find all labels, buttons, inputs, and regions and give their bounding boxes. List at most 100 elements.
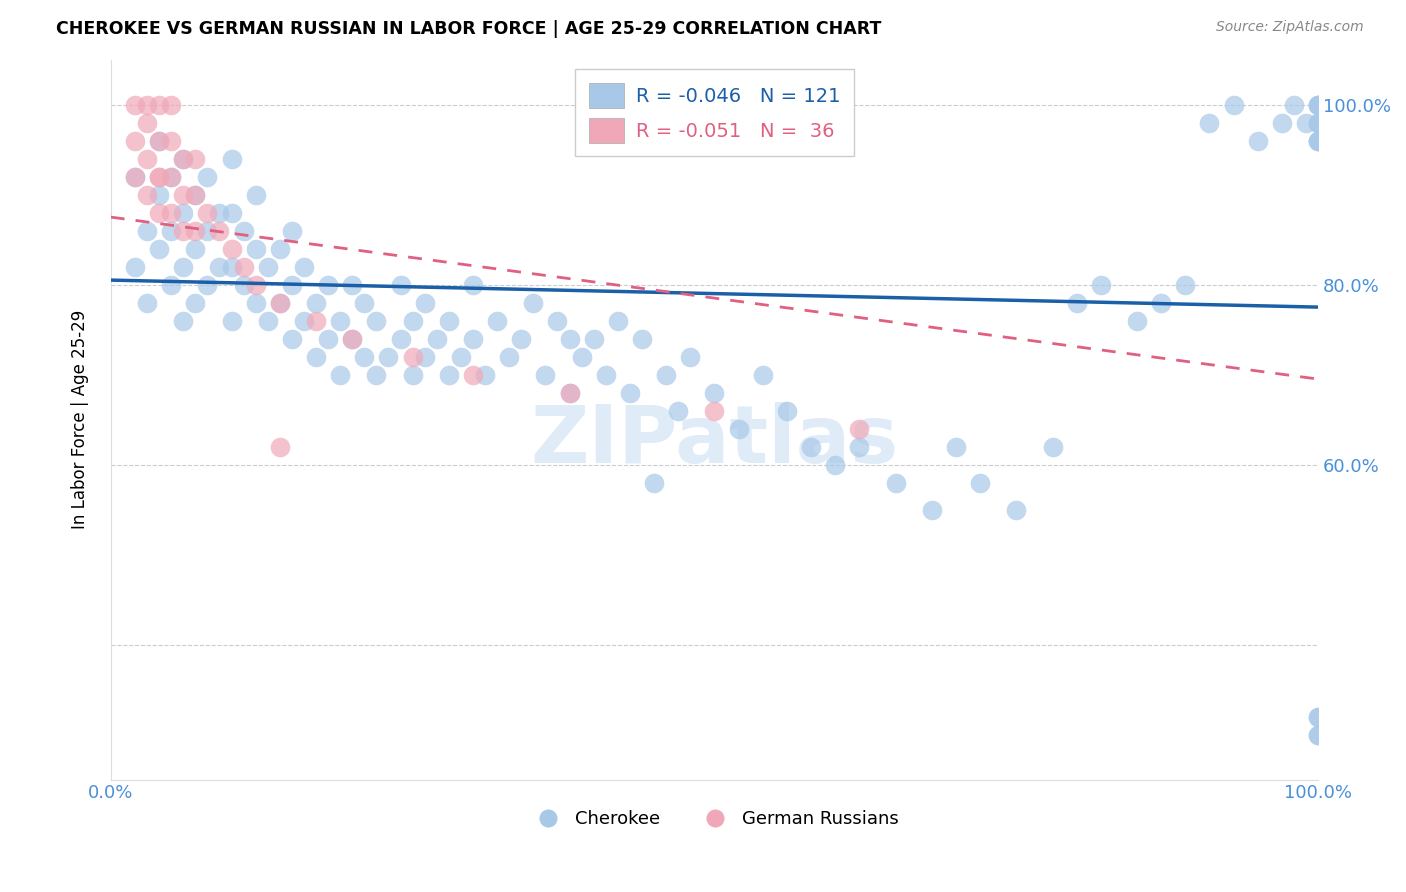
Point [195, 169, 218, 184]
Point [148, 134, 170, 148]
Point [1066, 295, 1088, 310]
Point [655, 368, 678, 382]
Point [921, 502, 943, 516]
Point [342, 332, 364, 346]
Point [160, 224, 183, 238]
Point [498, 350, 520, 364]
Point [208, 224, 231, 238]
Point [172, 260, 194, 274]
Point [945, 440, 967, 454]
Point [342, 332, 364, 346]
Point [281, 277, 304, 292]
Point [1308, 134, 1330, 148]
Point [848, 422, 870, 436]
Point [221, 205, 243, 219]
Point [172, 205, 194, 219]
Point [1308, 115, 1330, 129]
Point [1222, 97, 1244, 112]
Point [195, 224, 218, 238]
Point [172, 313, 194, 327]
Point [461, 277, 484, 292]
Point [643, 475, 665, 490]
Point [534, 368, 557, 382]
Point [401, 368, 423, 382]
Point [124, 134, 146, 148]
Point [221, 313, 243, 327]
Point [316, 277, 339, 292]
Y-axis label: In Labor Force | Age 25-29: In Labor Force | Age 25-29 [72, 310, 89, 529]
Legend: Cherokee, German Russians: Cherokee, German Russians [523, 803, 905, 836]
Point [208, 205, 231, 219]
Point [172, 187, 194, 202]
Point [595, 368, 617, 382]
Point [353, 350, 375, 364]
Point [136, 115, 159, 129]
Point [401, 350, 423, 364]
Point [136, 187, 159, 202]
Point [269, 440, 291, 454]
Point [666, 403, 689, 417]
Point [558, 385, 581, 400]
Point [401, 313, 423, 327]
Point [221, 260, 243, 274]
Point [160, 134, 183, 148]
Point [437, 313, 460, 327]
Point [316, 332, 339, 346]
Point [571, 350, 593, 364]
Point [281, 224, 304, 238]
Point [619, 385, 641, 400]
Point [329, 313, 352, 327]
Point [292, 313, 315, 327]
Point [136, 224, 159, 238]
Point [124, 260, 146, 274]
Point [1282, 97, 1305, 112]
Point [195, 277, 218, 292]
Point [160, 169, 183, 184]
Point [1308, 115, 1330, 129]
Point [461, 332, 484, 346]
Point [124, 169, 146, 184]
Point [160, 97, 183, 112]
Point [208, 260, 231, 274]
Point [184, 242, 207, 256]
Point [751, 368, 773, 382]
Point [256, 260, 278, 274]
Point [450, 350, 472, 364]
Point [377, 350, 399, 364]
Point [776, 403, 799, 417]
Point [232, 224, 254, 238]
Point [848, 440, 870, 454]
Point [486, 313, 509, 327]
Point [1090, 277, 1112, 292]
Point [148, 187, 170, 202]
Point [245, 295, 267, 310]
Point [1308, 97, 1330, 112]
Point [1271, 115, 1294, 129]
Point [582, 332, 605, 346]
Point [221, 242, 243, 256]
Point [727, 422, 749, 436]
Point [1308, 97, 1330, 112]
Point [1308, 97, 1330, 112]
Point [1295, 115, 1317, 129]
Point [245, 242, 267, 256]
Point [1308, 709, 1330, 723]
Point [413, 295, 436, 310]
Point [426, 332, 449, 346]
Point [1247, 134, 1270, 148]
Point [461, 368, 484, 382]
Point [547, 313, 569, 327]
Point [184, 295, 207, 310]
Point [148, 134, 170, 148]
Point [305, 313, 328, 327]
Point [1308, 728, 1330, 742]
Point [1042, 440, 1064, 454]
Point [1308, 134, 1330, 148]
Point [136, 97, 159, 112]
Point [389, 277, 412, 292]
Point [679, 350, 702, 364]
Point [195, 205, 218, 219]
Text: ZIPatlas: ZIPatlas [530, 402, 898, 480]
Point [172, 152, 194, 166]
Point [124, 169, 146, 184]
